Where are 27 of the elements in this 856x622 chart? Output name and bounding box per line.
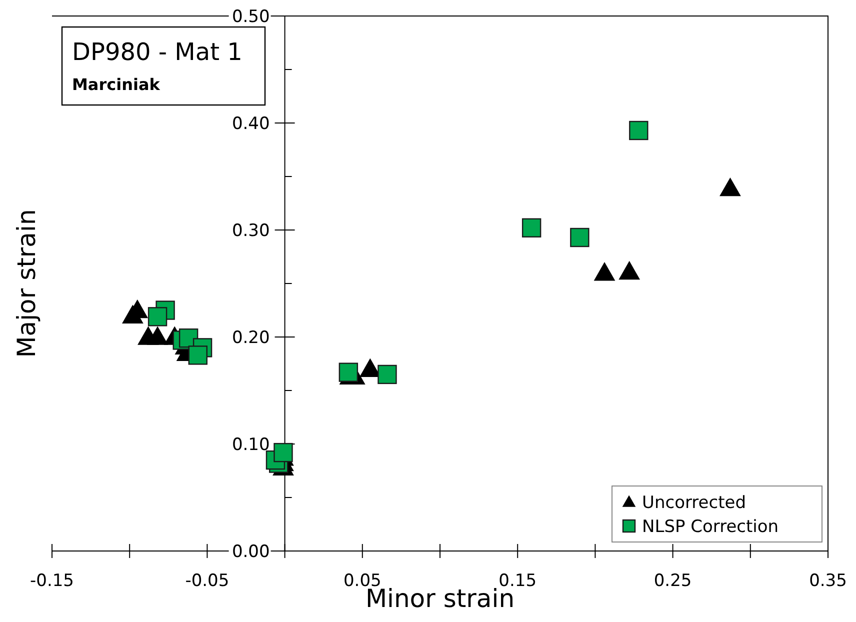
point bbox=[618, 261, 640, 280]
legend-label: Uncorrected bbox=[642, 493, 746, 513]
point bbox=[594, 262, 615, 281]
x-tick-label: 0.35 bbox=[809, 571, 847, 591]
point bbox=[148, 307, 168, 326]
x-tick-label: -0.15 bbox=[30, 571, 74, 591]
y-tick-label: 0.20 bbox=[232, 328, 270, 348]
point bbox=[147, 326, 168, 345]
annotation: DP980 - Mat 1 bbox=[72, 38, 242, 66]
x-tick-label: 0.15 bbox=[498, 571, 537, 591]
x-tick-label: -0.05 bbox=[185, 571, 230, 591]
y-tick-label: 0.10 bbox=[232, 435, 270, 455]
point bbox=[338, 362, 358, 382]
point bbox=[570, 228, 590, 248]
point bbox=[378, 364, 397, 384]
point bbox=[188, 346, 208, 365]
point bbox=[629, 120, 648, 140]
point bbox=[522, 218, 542, 238]
y-axis-title: Major strain bbox=[12, 209, 41, 358]
x-tick-label: 0.25 bbox=[654, 571, 692, 591]
point bbox=[720, 178, 741, 196]
y-tick-label: 0.50 bbox=[232, 7, 270, 27]
y-tick-label: 0.00 bbox=[232, 542, 270, 562]
y-tick-label: 0.40 bbox=[232, 114, 270, 134]
annotation: Marciniak bbox=[72, 75, 160, 94]
y-tick-label: 0.30 bbox=[232, 221, 270, 241]
legend-label: NLSP Correction bbox=[642, 517, 779, 537]
